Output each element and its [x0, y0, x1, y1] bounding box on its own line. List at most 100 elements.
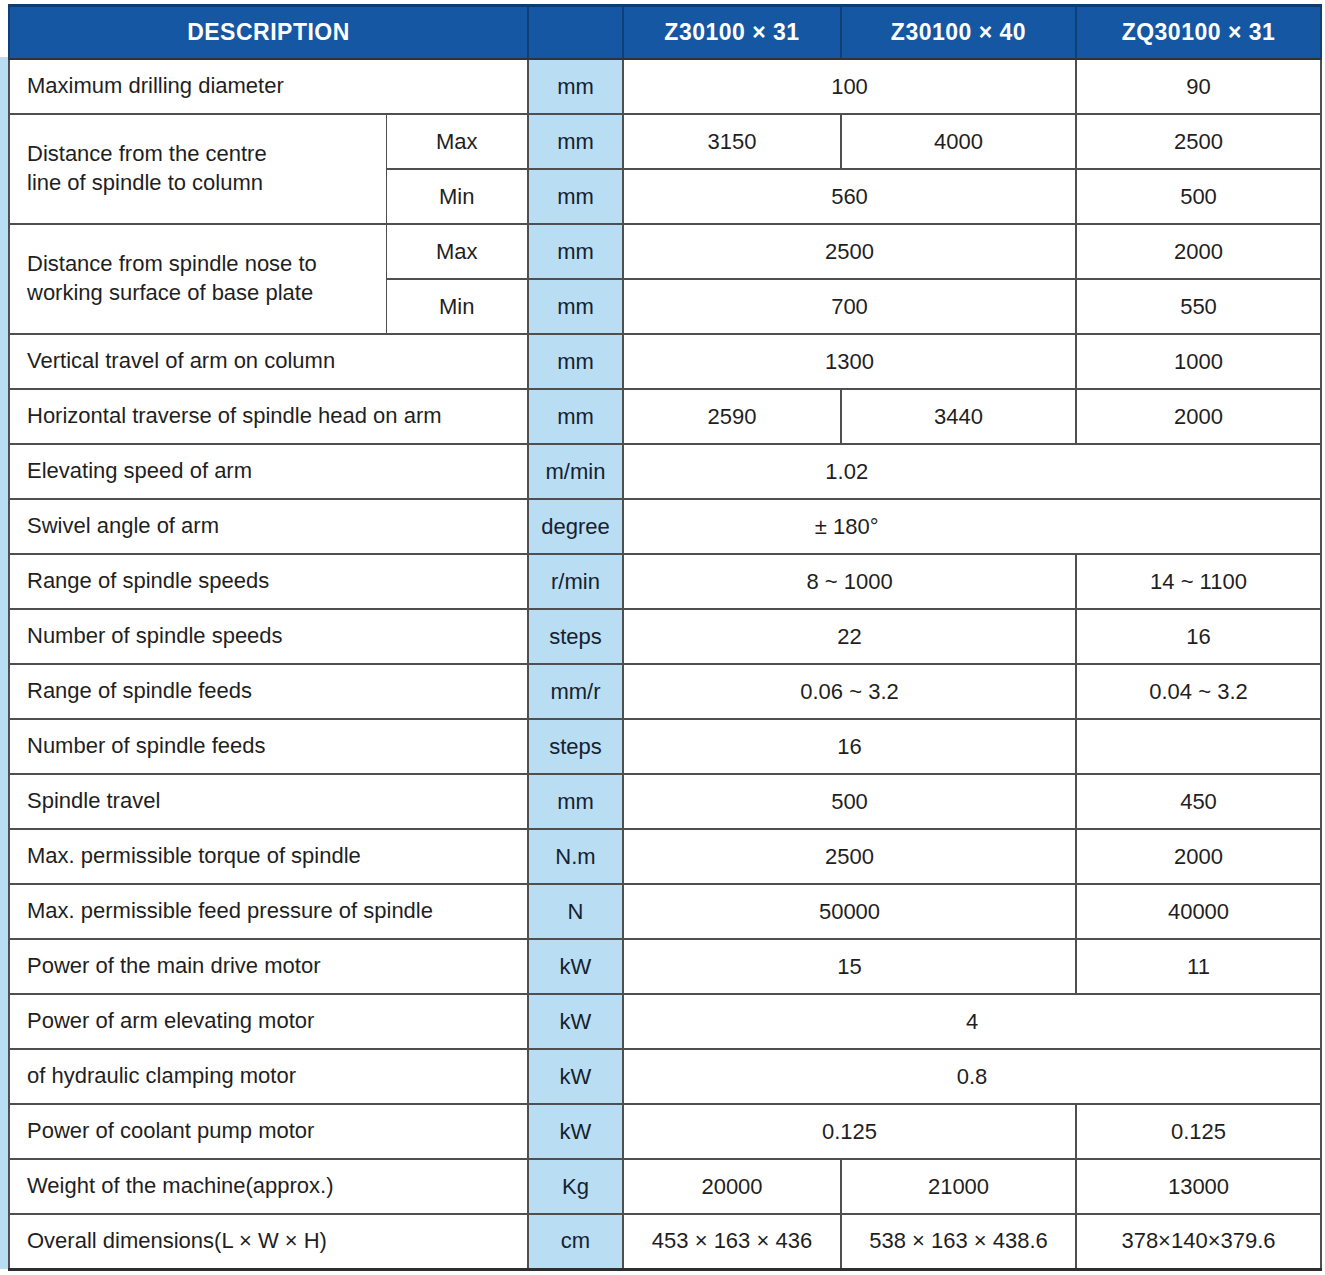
spec-value: 538 × 163 × 438.6	[841, 1214, 1076, 1269]
spec-value: 2000	[1076, 389, 1321, 444]
spec-value: 550	[1076, 279, 1321, 334]
spec-value: 450	[1076, 774, 1321, 829]
spec-unit: mm	[528, 389, 623, 444]
spec-value: 4000	[841, 114, 1076, 169]
spec-row: Number of spindle feeds steps 16	[9, 719, 1321, 774]
spec-label: Overall dimensions(L × W × H)	[9, 1214, 528, 1269]
spec-row: Maximum drilling diameter mm 100 90	[9, 59, 1321, 114]
model-header-z30100x31: Z30100 × 31	[623, 6, 841, 60]
spec-unit: Kg	[528, 1159, 623, 1214]
spec-label: Max. permissible torque of spindle	[9, 829, 528, 884]
spec-unit: mm	[528, 114, 623, 169]
spec-value: 453 × 163 × 436	[623, 1214, 841, 1269]
spec-label: Swivel angle of arm	[9, 499, 528, 554]
spec-label: Spindle travel	[9, 774, 528, 829]
spec-unit: mm	[528, 774, 623, 829]
spec-value: 15	[623, 939, 1076, 994]
spec-value-text: ± 180°	[624, 514, 1069, 540]
spec-unit: r/min	[528, 554, 623, 609]
spec-label: Weight of the machine(approx.)	[9, 1159, 528, 1214]
spec-label: Range of spindle feeds	[9, 664, 528, 719]
spec-value: 1.02	[623, 444, 1321, 499]
spec-row: Distance from spindle nose to working su…	[9, 224, 1321, 279]
spec-unit: kW	[528, 1104, 623, 1159]
spec-sub-label: Max	[386, 114, 528, 169]
spec-label: Vertical travel of arm on column	[9, 334, 528, 389]
spec-row: Vertical travel of arm on column mm 1300…	[9, 334, 1321, 389]
spec-label: Maximum drilling diameter	[9, 59, 528, 114]
spec-value: 560	[623, 169, 1076, 224]
machine-spec-table: DESCRIPTION Z30100 × 31 Z30100 × 40 ZQ30…	[8, 4, 1322, 1271]
spec-value: 378×140×379.6	[1076, 1214, 1321, 1269]
spec-row: Max. permissible feed pressure of spindl…	[9, 884, 1321, 939]
spec-unit: kW	[528, 939, 623, 994]
spec-label: Number of spindle feeds	[9, 719, 528, 774]
spec-row: Power of arm elevating motor kW 4	[9, 994, 1321, 1049]
spec-label: Max. permissible feed pressure of spindl…	[9, 884, 528, 939]
spec-unit: N.m	[528, 829, 623, 884]
spec-value: 1300	[623, 334, 1076, 389]
spec-value: 2500	[623, 829, 1076, 884]
spec-value: 700	[623, 279, 1076, 334]
spec-value: 2590	[623, 389, 841, 444]
spec-row: Weight of the machine(approx.) Kg 20000 …	[9, 1159, 1321, 1214]
description-header: DESCRIPTION	[9, 6, 528, 60]
spec-label: Distance from the centre line of spindle…	[9, 114, 386, 224]
spec-unit: mm	[528, 59, 623, 114]
spec-unit: m/min	[528, 444, 623, 499]
spec-label: Distance from spindle nose to working su…	[9, 224, 386, 334]
spec-label: Horizontal traverse of spindle head on a…	[9, 389, 528, 444]
spec-value: 3440	[841, 389, 1076, 444]
spec-sub-label: Max	[386, 224, 528, 279]
spec-unit: N	[528, 884, 623, 939]
spec-row: Power of the main drive motor kW 15 11	[9, 939, 1321, 994]
spec-value: 500	[623, 774, 1076, 829]
spec-row: Max. permissible torque of spindle N.m 2…	[9, 829, 1321, 884]
spec-value: 2000	[1076, 829, 1321, 884]
spec-value: 14 ~ 1100	[1076, 554, 1321, 609]
spec-value: 8 ~ 1000	[623, 554, 1076, 609]
spec-value-text: 1.02	[624, 459, 1069, 485]
spec-value: 0.06 ~ 3.2	[623, 664, 1076, 719]
spec-row: of hydraulic clamping motor kW 0.8	[9, 1049, 1321, 1104]
spec-row: Swivel angle of arm degree ± 180°	[9, 499, 1321, 554]
spec-value: 16	[623, 719, 1076, 774]
spec-value: 21000	[841, 1159, 1076, 1214]
spec-value: 40000	[1076, 884, 1321, 939]
spec-unit: kW	[528, 1049, 623, 1104]
spec-value: 0.125	[1076, 1104, 1321, 1159]
spec-value: 500	[1076, 169, 1321, 224]
spec-label: Power of arm elevating motor	[9, 994, 528, 1049]
spec-unit: mm	[528, 224, 623, 279]
spec-value: 100	[623, 59, 1076, 114]
spec-value: 22	[623, 609, 1076, 664]
spec-value: 0.125	[623, 1104, 1076, 1159]
spec-label: Elevating speed of arm	[9, 444, 528, 499]
spec-value: 90	[1076, 59, 1321, 114]
spec-label: Number of spindle speeds	[9, 609, 528, 664]
spec-value: 0.04 ~ 3.2	[1076, 664, 1321, 719]
spec-unit: steps	[528, 609, 623, 664]
spec-row: Elevating speed of arm m/min 1.02	[9, 444, 1321, 499]
spec-value: 2000	[1076, 224, 1321, 279]
spec-row: Horizontal traverse of spindle head on a…	[9, 389, 1321, 444]
spec-row: Overall dimensions(L × W × H) cm 453 × 1…	[9, 1214, 1321, 1269]
spec-unit: mm	[528, 334, 623, 389]
spec-value: 11	[1076, 939, 1321, 994]
model-header-zq30100x31: ZQ30100 × 31	[1076, 6, 1321, 60]
spec-value: 1000	[1076, 334, 1321, 389]
spec-unit: steps	[528, 719, 623, 774]
model-header-z30100x40: Z30100 × 40	[841, 6, 1076, 60]
spec-row: Distance from the centre line of spindle…	[9, 114, 1321, 169]
spec-row: Power of coolant pump motor kW 0.125 0.1…	[9, 1104, 1321, 1159]
spec-value-empty	[1076, 719, 1321, 774]
spec-value: 2500	[623, 224, 1076, 279]
spec-row: Spindle travel mm 500 450	[9, 774, 1321, 829]
spec-label: of hydraulic clamping motor	[9, 1049, 528, 1104]
spec-unit: kW	[528, 994, 623, 1049]
spec-unit: mm/r	[528, 664, 623, 719]
spec-row: Range of spindle feeds mm/r 0.06 ~ 3.2 0…	[9, 664, 1321, 719]
spec-value: 20000	[623, 1159, 841, 1214]
unit-column-header	[528, 6, 623, 60]
spec-value: 16	[1076, 609, 1321, 664]
